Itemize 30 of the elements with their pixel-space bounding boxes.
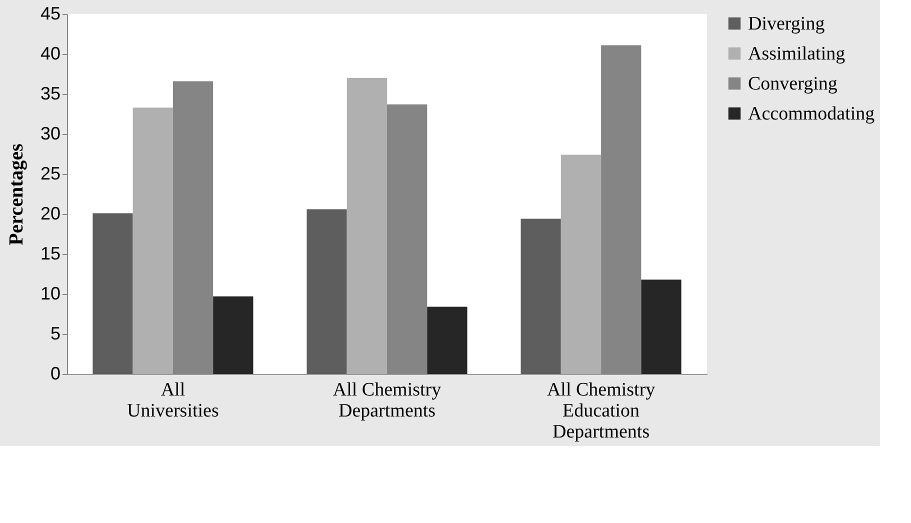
y-tick-label: 15 bbox=[40, 244, 60, 264]
legend-label: Converging bbox=[748, 74, 838, 94]
y-axis-title: Percentages bbox=[5, 143, 28, 246]
y-tick-label: 45 bbox=[40, 4, 60, 24]
y-tick-label: 40 bbox=[40, 44, 60, 64]
legend-label: Accommodating bbox=[748, 104, 876, 124]
bar bbox=[427, 306, 468, 374]
bar bbox=[132, 108, 173, 374]
bar bbox=[346, 78, 387, 374]
x-tick-label: All Universities bbox=[127, 380, 219, 422]
x-tick-label: All Chemistry Departments bbox=[332, 380, 442, 422]
bar bbox=[387, 104, 428, 374]
y-tick-label: 0 bbox=[50, 364, 60, 384]
bar bbox=[213, 296, 254, 374]
bar bbox=[92, 213, 133, 374]
y-tick-label: 25 bbox=[40, 164, 60, 184]
y-tick-label: 5 bbox=[50, 324, 60, 344]
bar bbox=[641, 280, 682, 374]
bar bbox=[172, 81, 214, 374]
bar bbox=[560, 154, 602, 374]
y-tick-label: 20 bbox=[40, 204, 60, 224]
legend-label: Assimilating bbox=[748, 44, 846, 64]
y-tick-label: 35 bbox=[40, 84, 60, 104]
x-tick-label: All Chemistry Education Departments bbox=[546, 380, 656, 442]
y-tick-label: 30 bbox=[40, 124, 60, 144]
y-tick-label: 10 bbox=[40, 284, 60, 304]
bar bbox=[520, 218, 561, 374]
legend-label: Diverging bbox=[748, 14, 826, 34]
bar bbox=[306, 209, 347, 374]
bar bbox=[601, 45, 642, 374]
